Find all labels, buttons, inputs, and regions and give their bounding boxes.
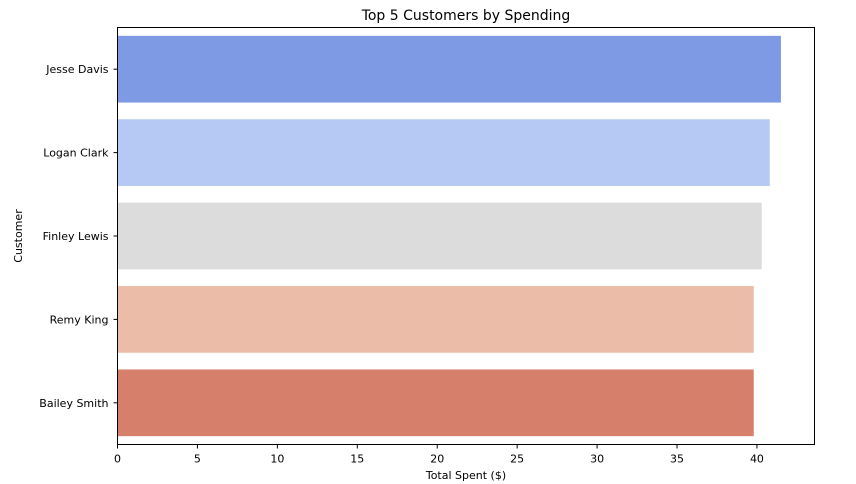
bar-jesse-davis [117,35,781,103]
y-tick-label: Finley Lewis [43,230,109,243]
y-axis-ticks: Jesse Davis Logan Clark Finley Lewis Remy K… [39,63,118,410]
x-tick-label: 5 [194,453,201,466]
y-tick-label: Remy King [50,313,109,326]
x-tick-label: 30 [590,453,604,466]
bars-group [117,35,781,437]
bar-remy-king [117,286,754,353]
y-tick-label: Jesse Davis [45,63,109,76]
x-axis-ticks: 0 5 10 15 20 25 30 35 40 [114,444,764,466]
x-tick-label: 15 [350,453,364,466]
x-tick-label: 40 [750,453,764,466]
x-tick-label: 25 [510,453,524,466]
y-axis-title: Customer [12,209,25,263]
bar-logan-clark [117,119,770,186]
chart-title: Top 5 Customers by Spending [361,8,571,24]
x-tick-label: 20 [430,453,444,466]
x-tick-label: 0 [114,453,121,466]
bar-finley-lewis [117,202,762,270]
x-tick-label: 10 [270,453,284,466]
y-tick-label: Bailey Smith [39,397,108,410]
y-tick-label: Logan Clark [43,147,109,160]
x-tick-label: 35 [670,453,684,466]
bar-bailey-smith [117,369,754,437]
x-axis-title: Total Spent ($) [425,469,506,482]
plot-frame [117,27,815,445]
